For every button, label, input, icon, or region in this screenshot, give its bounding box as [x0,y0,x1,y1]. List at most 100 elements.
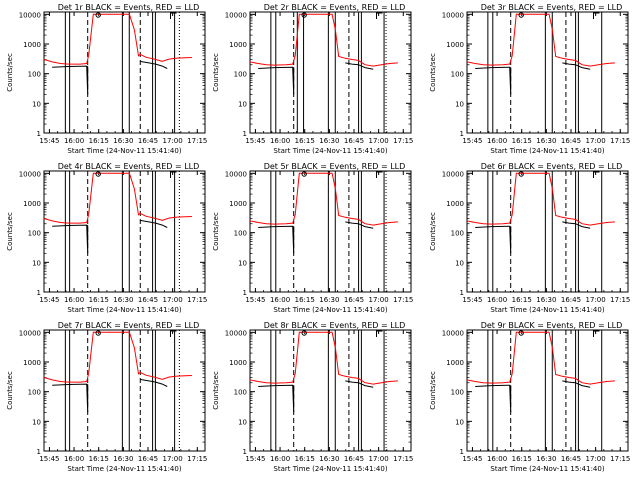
x-tick-label: 16:15 [89,455,109,463]
events-series-line [562,380,591,388]
x-tick-label: 16:30 [536,137,556,145]
x-tick-label: 16:00 [64,455,84,463]
x-tick-label: 16:45 [561,137,581,145]
y-axis-label: Counts/sec [6,371,14,410]
plot-frame [249,11,412,134]
y-axis-label: Counts/sec [429,212,437,251]
lld-series-line [467,172,615,226]
plot-area [250,171,398,292]
events-series-line [52,383,89,413]
panel-title: Det 8r BLACK = Events, RED = LLD [264,321,406,330]
y-tick-label: 10 [455,100,464,108]
lld-series-line [250,13,398,67]
x-tick-label: 16:45 [138,455,158,463]
x-tick-label: 16:15 [512,296,532,304]
lld-series-line [44,172,192,224]
events-series-line [345,221,374,229]
x-tick-label: 16:15 [295,455,315,463]
panel-det-6: 15:45 16:00 16:15 16:30 16:45 17:00 17:15 1 10 10… [429,162,630,314]
panel-title: Det 6r BLACK = Events, RED = LLD [481,162,623,171]
plot-area [467,171,615,292]
x-axis-label: Start Time (24-Nov-11 15:41:40) [490,465,604,473]
y-tick-label: 1000 [446,200,464,208]
x-tick-label: 16:00 [487,137,507,145]
top-circle-marker [518,12,524,18]
y-tick-label: 100 [451,389,464,397]
top-bracket-marker [593,171,600,178]
x-tick-label: 17:00 [586,455,606,463]
x-tick-label: 16:15 [89,296,109,304]
events-series-line [258,66,295,95]
x-tick-label: 16:30 [319,137,339,145]
top-circle-marker [518,171,524,177]
panel-det-2: 15:45 16:00 16:15 16:30 16:45 17:00 17:15 1 10 10… [212,3,413,155]
plot-area [467,12,615,133]
y-tick-label: 10 [455,259,464,267]
x-tick-label: 16:30 [113,455,133,463]
x-tick-label: 17:00 [369,455,389,463]
panel-title: Det 1r BLACK = Events, RED = LLD [58,3,200,12]
x-tick-label: 16:45 [138,137,158,145]
y-tick-label: 100 [451,71,464,79]
y-axis-label: Counts/sec [6,53,14,92]
y-tick-label: 1 [243,130,247,138]
x-tick-label: 17:15 [610,455,630,463]
x-tick-label: 17:00 [369,137,389,145]
top-circle-marker [301,330,307,336]
y-tick-label: 10 [238,100,247,108]
y-tick-label: 10000 [442,170,464,178]
panel-title: Det 5r BLACK = Events, RED = LLD [264,162,406,171]
top-bracket-marker [593,330,600,337]
lld-series-line [250,331,398,385]
x-tick-label: 15:45 [245,137,265,145]
panel-det-8: 15:45 16:00 16:15 16:30 16:45 17:00 17:15 1 10 10… [212,321,413,473]
x-axis-label: Start Time (24-Nov-11 15:41:40) [490,306,604,314]
events-series-line [562,62,591,70]
x-tick-label: 16:00 [64,137,84,145]
plot-frame [466,170,629,293]
y-tick-label: 10000 [442,11,464,19]
x-tick-label: 17:15 [187,296,207,304]
events-series-line [345,380,374,388]
x-tick-label: 17:15 [393,455,413,463]
y-tick-label: 1 [243,289,247,297]
x-tick-label: 17:15 [610,296,630,304]
y-axis-label: Counts/sec [429,53,437,92]
y-tick-label: 10 [32,418,41,426]
events-series-line [345,62,374,70]
y-axis-label: Counts/sec [212,371,220,410]
top-circle-marker [301,12,307,18]
plot-area [44,12,192,133]
lld-series-line [250,172,398,226]
y-tick-label: 10000 [225,170,247,178]
plot-area [44,171,192,292]
plot-frame [466,329,629,452]
panel-title: Det 4r BLACK = Events, RED = LLD [58,162,200,171]
panel-det-9: 15:45 16:00 16:15 16:30 16:45 17:00 17:15 1 10 10… [429,321,630,473]
x-tick-label: 16:45 [561,296,581,304]
x-axis-label: Start Time (24-Nov-11 15:41:40) [273,465,387,473]
x-tick-label: 17:15 [610,137,630,145]
y-tick-label: 1000 [229,359,247,367]
x-tick-label: 15:45 [39,296,59,304]
top-circle-marker [95,330,101,336]
x-axis-label: Start Time (24-Nov-11 15:41:40) [67,465,181,473]
x-tick-label: 16:30 [319,455,339,463]
top-bracket-marker [593,12,600,19]
y-tick-label: 100 [28,71,41,79]
events-series-line [475,225,512,254]
x-tick-label: 15:45 [245,296,265,304]
plot-area [250,12,398,133]
top-circle-marker [95,12,101,18]
x-tick-label: 16:15 [512,455,532,463]
lld-series-line [467,13,615,67]
panel-det-5: 15:45 16:00 16:15 16:30 16:45 17:00 17:15 1 10 10… [212,162,413,314]
panel-det-1: 15:45 16:00 16:15 16:30 16:45 17:00 17:15 1 10 10… [6,3,207,155]
x-tick-label: 16:15 [295,137,315,145]
x-tick-label: 16:45 [561,455,581,463]
x-tick-label: 17:00 [163,137,183,145]
x-tick-label: 16:45 [344,296,364,304]
events-series-line [140,378,168,387]
y-axis-label: Counts/sec [212,53,220,92]
